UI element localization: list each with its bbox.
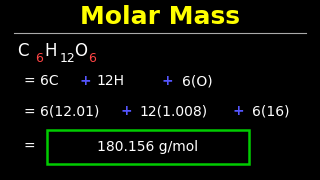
Text: +: + [120, 104, 132, 118]
Text: +: + [162, 74, 173, 88]
Text: =: = [24, 140, 35, 154]
Text: +: + [79, 74, 91, 88]
Text: = 6(12.01): = 6(12.01) [24, 104, 99, 118]
Text: 180.156 g/mol: 180.156 g/mol [97, 140, 198, 154]
Text: H: H [44, 42, 57, 60]
Text: C: C [17, 42, 29, 60]
Text: 6: 6 [88, 53, 96, 66]
Text: 6(16): 6(16) [252, 104, 290, 118]
Text: 12: 12 [60, 53, 75, 66]
Text: 6: 6 [35, 53, 43, 66]
Text: 12H: 12H [97, 74, 124, 88]
Text: Molar Mass: Molar Mass [80, 5, 240, 29]
Text: 6(O): 6(O) [182, 74, 213, 88]
Text: = 6C: = 6C [24, 74, 58, 88]
Text: +: + [233, 104, 244, 118]
Text: 12(1.008): 12(1.008) [140, 104, 207, 118]
Text: O: O [74, 42, 87, 60]
